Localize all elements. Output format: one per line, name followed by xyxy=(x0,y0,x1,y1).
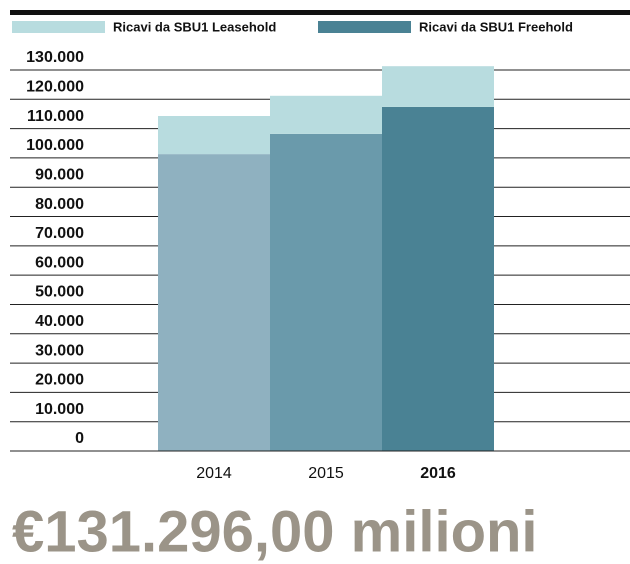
bar-segment xyxy=(270,133,382,452)
legend-label: Ricavi da SBU1 Leasehold xyxy=(113,19,276,34)
bar-segment xyxy=(382,66,494,107)
y-tick-label: 120.000 xyxy=(26,79,84,96)
legend-swatch xyxy=(318,21,411,33)
legend-label: Ricavi da SBU1 Freehold xyxy=(419,19,573,34)
legend-swatch xyxy=(12,21,105,33)
y-tick-label: 20.000 xyxy=(35,372,84,389)
y-tick-label: 60.000 xyxy=(35,254,84,271)
bar-segment xyxy=(158,154,270,451)
y-tick-label: 30.000 xyxy=(35,342,84,359)
x-tick-label: 2016 xyxy=(420,465,456,482)
y-tick-label: 80.000 xyxy=(35,196,84,213)
bar-segment xyxy=(270,95,382,134)
y-tick-label: 90.000 xyxy=(35,166,84,183)
y-tick-label: 50.000 xyxy=(35,284,84,301)
top-rule xyxy=(10,10,630,15)
x-tick-label: 2015 xyxy=(308,465,344,482)
y-tick-label: 40.000 xyxy=(35,313,84,330)
headline: €131.296,00 milioni xyxy=(12,499,538,564)
x-tick-label: 2014 xyxy=(196,465,232,482)
y-tick-label: 70.000 xyxy=(35,225,84,242)
bar-segment xyxy=(382,106,494,452)
y-tick-label: 0 xyxy=(75,430,84,447)
y-tick-label: 100.000 xyxy=(26,137,84,154)
y-tick-label: 10.000 xyxy=(35,401,84,418)
y-tick-label: 130.000 xyxy=(26,49,84,66)
bar-segment xyxy=(158,116,270,155)
y-tick-label: 110.000 xyxy=(27,108,84,125)
